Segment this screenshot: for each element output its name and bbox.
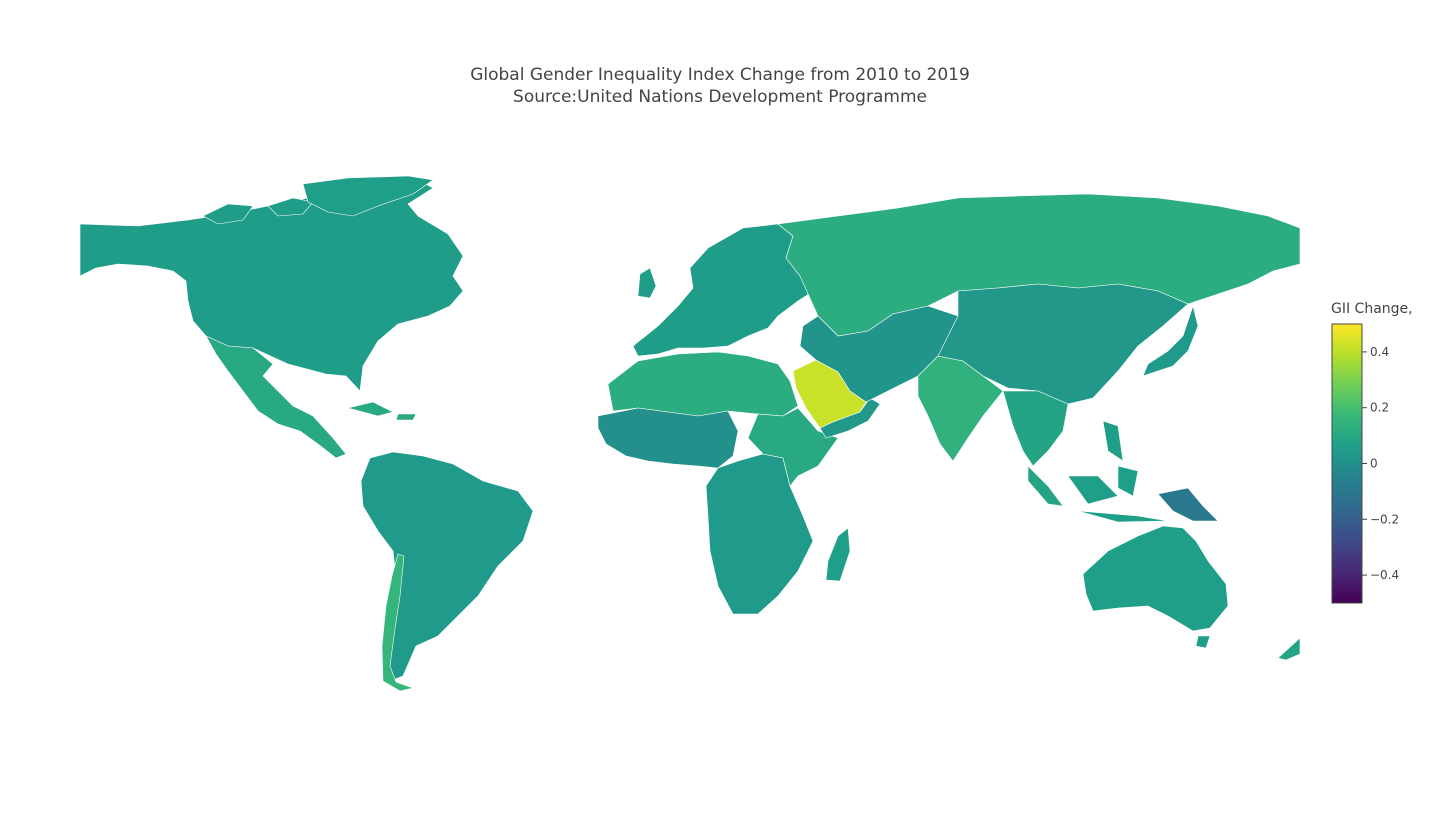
region-west-africa[interactable] (597, 407, 739, 469)
region-north-america[interactable] (79, 179, 464, 392)
region-japan[interactable] (1142, 304, 1199, 377)
colorbar-tick-label: 0.4 (1370, 345, 1389, 359)
region-australia[interactable] (1082, 525, 1229, 632)
colorbar: 0.4 0.2 0 −0.2 −0.4 (1331, 323, 1399, 604)
colorbar-title: GII Change, (1331, 301, 1413, 317)
region-uk[interactable] (637, 267, 657, 299)
region-chile[interactable] (381, 553, 415, 692)
region-caribbean[interactable] (347, 401, 417, 421)
region-yemen-oman[interactable] (819, 397, 881, 439)
chart-title: Global Gender Inequality Index Change fr… (0, 64, 1440, 108)
region-south-america[interactable] (360, 451, 534, 682)
colorbar-tick-label: 0.2 (1370, 401, 1389, 415)
region-new-zealand[interactable] (1277, 637, 1300, 661)
region-central-southern-africa[interactable] (705, 453, 814, 615)
chart-title-line1: Global Gender Inequality Index Change fr… (470, 65, 970, 85)
region-papua-new-guinea[interactable] (1157, 487, 1219, 522)
world-map[interactable] (78, 176, 1300, 696)
region-madagascar[interactable] (825, 527, 851, 582)
region-mexico-central-america[interactable] (205, 335, 347, 459)
region-indonesia[interactable] (1067, 420, 1169, 523)
colorbar-gradient (1331, 323, 1363, 604)
colorbar-tick-label: 0 (1370, 457, 1378, 471)
region-north-africa[interactable] (607, 351, 799, 417)
region-east-africa[interactable] (747, 407, 839, 487)
colorbar-tick-label: −0.2 (1370, 512, 1399, 526)
region-tasmania[interactable] (1195, 635, 1211, 649)
region-china-mongolia[interactable] (937, 283, 1189, 405)
chart-title-line2: Source:United Nations Development Progra… (513, 87, 927, 107)
region-greenland[interactable] (302, 176, 434, 217)
region-southeast-asia[interactable] (1002, 390, 1069, 507)
colorbar-tick-label: −0.4 (1370, 568, 1399, 582)
